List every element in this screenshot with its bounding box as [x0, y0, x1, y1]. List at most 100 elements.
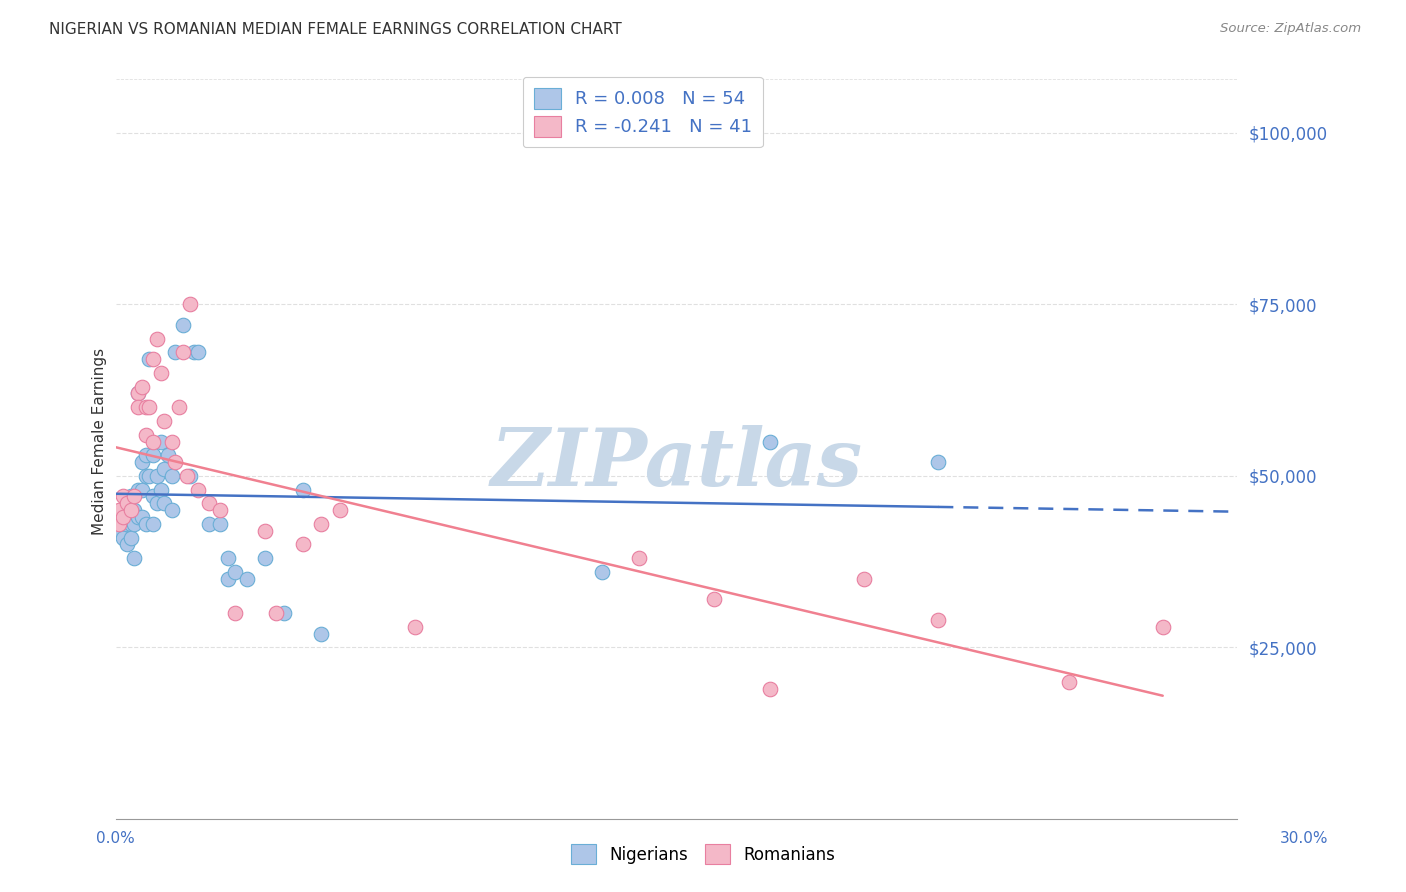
Point [115, 496, 138, 510]
Point [127, 483, 149, 497]
Point [852, 572, 875, 586]
Point [112, 503, 135, 517]
Point [108, 524, 131, 538]
Point [127, 401, 149, 415]
Point [146, 332, 169, 346]
Point [165, 345, 187, 359]
Point [187, 483, 209, 497]
Point [142, 352, 165, 367]
Point [217, 572, 239, 586]
Point [142, 516, 165, 531]
Point [142, 490, 165, 504]
Point [1057, 674, 1080, 689]
Point [146, 468, 169, 483]
Point [254, 524, 277, 538]
Point [124, 503, 146, 517]
Point [628, 551, 651, 566]
Point [404, 620, 426, 634]
Point [254, 551, 277, 566]
Point [153, 414, 176, 428]
Point [160, 468, 183, 483]
Point [224, 565, 246, 579]
Text: 30.0%: 30.0% [1281, 831, 1329, 846]
Point [149, 434, 172, 449]
Point [927, 455, 949, 469]
Point [120, 516, 142, 531]
Point [172, 318, 194, 332]
Point [759, 434, 782, 449]
Point [135, 516, 157, 531]
Point [329, 503, 352, 517]
Point [153, 496, 176, 510]
Point [115, 537, 138, 551]
Point [167, 401, 190, 415]
Point [124, 490, 146, 504]
Point [156, 448, 179, 462]
Legend: R = 0.008   N = 54, R = -0.241   N = 41: R = 0.008 N = 54, R = -0.241 N = 41 [523, 77, 763, 147]
Point [127, 386, 149, 401]
Point [209, 516, 232, 531]
Point [187, 345, 209, 359]
Point [120, 503, 142, 517]
Point [131, 455, 153, 469]
Point [135, 468, 157, 483]
Point [124, 551, 146, 566]
Point [120, 531, 142, 545]
Point [927, 613, 949, 627]
Point [311, 626, 333, 640]
Text: ZIPatlas: ZIPatlas [491, 425, 863, 503]
Point [131, 483, 153, 497]
Point [120, 490, 142, 504]
Text: Source: ZipAtlas.com: Source: ZipAtlas.com [1220, 22, 1361, 36]
Point [112, 510, 135, 524]
Point [146, 496, 169, 510]
Point [266, 606, 288, 620]
Point [108, 503, 131, 517]
Point [217, 551, 239, 566]
Point [127, 510, 149, 524]
Text: NIGERIAN VS ROMANIAN MEDIAN FEMALE EARNINGS CORRELATION CHART: NIGERIAN VS ROMANIAN MEDIAN FEMALE EARNI… [49, 22, 621, 37]
Point [112, 531, 135, 545]
Point [124, 516, 146, 531]
Point [108, 516, 131, 531]
Point [235, 572, 257, 586]
Point [1152, 620, 1174, 634]
Point [149, 483, 172, 497]
Point [179, 468, 201, 483]
Point [183, 345, 205, 359]
Point [224, 606, 246, 620]
Point [291, 537, 314, 551]
Point [108, 510, 131, 524]
Point [131, 379, 153, 393]
Point [160, 503, 183, 517]
Point [138, 352, 160, 367]
Point [591, 565, 613, 579]
Text: 0.0%: 0.0% [96, 831, 135, 846]
Y-axis label: Median Female Earnings: Median Female Earnings [93, 348, 107, 535]
Point [135, 401, 157, 415]
Point [179, 297, 201, 311]
Point [759, 681, 782, 696]
Point [291, 483, 314, 497]
Point [198, 516, 221, 531]
Point [198, 496, 221, 510]
Point [209, 503, 232, 517]
Point [135, 448, 157, 462]
Point [127, 386, 149, 401]
Point [149, 366, 172, 380]
Point [131, 510, 153, 524]
Point [703, 592, 725, 607]
Point [138, 401, 160, 415]
Point [311, 516, 333, 531]
Point [112, 490, 135, 504]
Point [160, 434, 183, 449]
Point [115, 516, 138, 531]
Legend: Nigerians, Romanians: Nigerians, Romanians [564, 838, 842, 871]
Point [172, 345, 194, 359]
Point [273, 606, 295, 620]
Point [115, 496, 138, 510]
Point [153, 462, 176, 476]
Point [176, 468, 198, 483]
Point [135, 427, 157, 442]
Point [138, 468, 160, 483]
